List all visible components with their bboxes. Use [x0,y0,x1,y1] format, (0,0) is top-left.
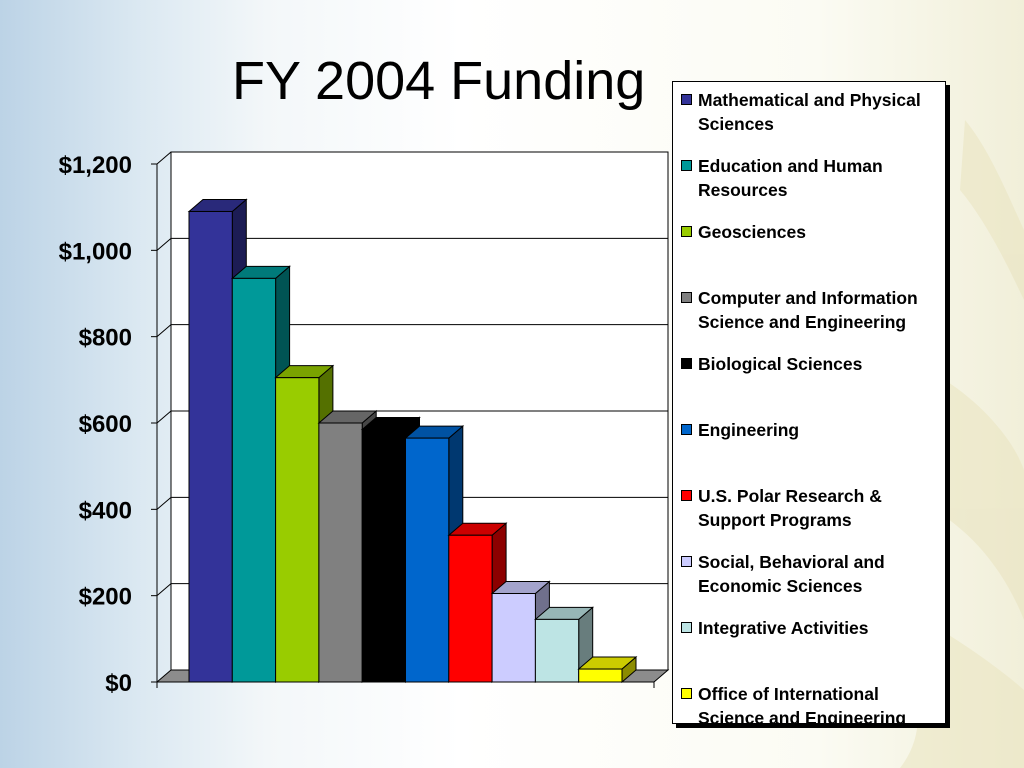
y-tick-label: $600 [79,411,132,438]
bar-front [405,437,450,683]
legend-label: Engineering [698,420,800,440]
legend-label: Mathematical and Physical Sciences [698,90,921,134]
legend-swatch [681,490,692,501]
legend-label: Office of International Science and Engi… [698,684,907,728]
bar [534,606,595,684]
bar-front [318,422,363,683]
legend-swatch [681,688,692,699]
legend-swatch [681,424,692,435]
y-tick-label: $800 [79,325,132,352]
bar-front [231,277,277,683]
gridline-depth [156,496,172,510]
chart-legend: Mathematical and Physical Sciences Educat… [672,81,946,728]
bar-front [534,618,580,683]
gridline-depth [156,151,172,165]
gridline-depth [156,583,172,597]
legend-swatch [681,94,692,105]
legend-swatch [681,160,692,171]
legend-swatch [681,226,692,237]
y-tick-label: $1,000 [59,238,132,265]
bar [577,655,638,684]
legend-label: Geosciences [698,222,806,242]
legend-label: Biological Sciences [698,354,863,374]
legend-swatch [681,556,692,567]
y-tick-label: $1,200 [59,152,132,179]
bar-front [361,428,407,683]
slide-title: FY 2004 Funding [232,51,646,111]
legend-label: U.S. Polar Research & Support Programs [698,486,882,530]
bar-front [578,668,623,683]
gridline-depth [156,410,172,424]
y-tick-label: $400 [79,497,132,524]
gridline-depth [156,324,172,338]
legend-swatch [681,622,692,633]
y-tick-label: $0 [105,670,132,697]
legend-swatch [681,292,692,303]
legend-label: Integrative Activities [698,618,869,638]
legend-label: Education and Human Resources [698,156,883,200]
legend-label: Social, Behavioral and Economic Sciences [698,552,885,596]
bar-front [188,210,233,683]
y-tick-label: $200 [79,584,132,611]
bar-front [491,593,536,683]
bar-front [275,377,320,683]
gridline-depth [156,237,172,251]
legend-swatch [681,358,692,369]
legend-label: Computer and Information Science and Eng… [698,288,918,332]
bar-front [448,534,493,683]
